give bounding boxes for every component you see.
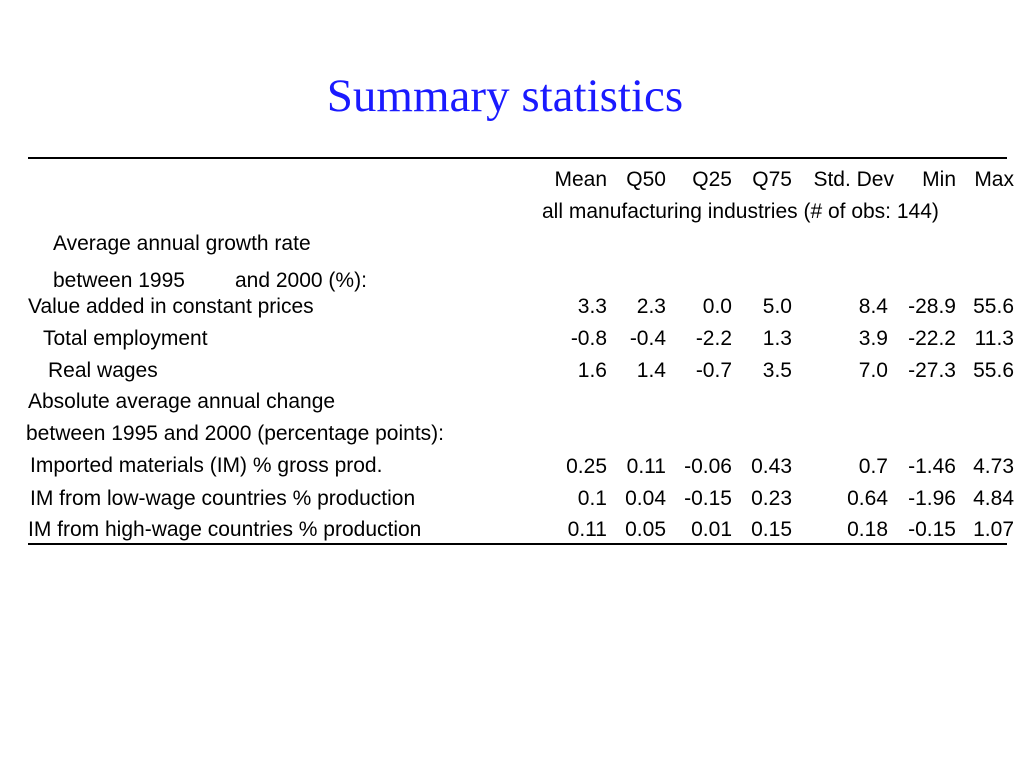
table-cell: 0.01 <box>691 518 732 541</box>
table-cell: -0.4 <box>629 327 666 350</box>
table-cell: 55.6 <box>973 359 1014 382</box>
table-bottom-rule <box>28 543 1007 545</box>
table-cell: 0.11 <box>567 518 607 541</box>
section-heading-years-start: between 1995 <box>53 269 185 292</box>
table-cell: -1.96 <box>908 487 956 510</box>
table-cell: -28.9 <box>908 295 956 318</box>
column-header-std-dev: Std. Dev <box>813 168 894 191</box>
table-cell: 0.64 <box>847 487 888 510</box>
table-cell: -0.15 <box>908 518 956 541</box>
table-cell: 55.6 <box>973 295 1014 318</box>
table-cell: 0.23 <box>751 487 792 510</box>
table-cell: 0.15 <box>751 518 792 541</box>
section-heading: Average annual growth rate <box>53 232 311 255</box>
column-header-q75: Q75 <box>752 168 792 191</box>
table-cell: 3.9 <box>858 327 888 350</box>
table-cell: 4.73 <box>973 455 1014 478</box>
row-label-value-added: Value added in constant prices <box>28 295 314 318</box>
section-heading: Absolute average annual change <box>28 390 336 413</box>
table-cell: 7.0 <box>858 359 888 382</box>
row-label-imported-materials: Imported materials (IM) % gross prod. <box>30 454 383 477</box>
table-cell: 1.07 <box>973 518 1014 541</box>
row-label-total-employment: Total employment <box>43 327 208 350</box>
row-label-im-low-wage: IM from low-wage countries % production <box>30 487 416 510</box>
table-cell: -2.2 <box>695 327 732 350</box>
table-cell: 11.3 <box>974 327 1014 350</box>
table-cell: 0.25 <box>566 455 607 478</box>
table-cell: 8.4 <box>858 295 888 318</box>
table-cell: 1.6 <box>577 359 607 382</box>
table-cell: -1.46 <box>908 455 956 478</box>
column-header-max: Max <box>974 168 1014 191</box>
table-cell: 0.18 <box>847 518 888 541</box>
table-cell: 2.3 <box>636 295 666 318</box>
page-title: Summary statistics <box>326 70 684 122</box>
column-header-mean: Mean <box>554 168 607 191</box>
table-cell: 0.7 <box>858 455 888 478</box>
table-cell: -0.06 <box>684 455 732 478</box>
section-heading-period: between 1995 and 2000 (percentage points… <box>26 422 444 445</box>
table-cell: -22.2 <box>908 327 956 350</box>
table-cell: 5.0 <box>762 295 792 318</box>
table-subheader: all manufacturing industries (# of obs: … <box>542 200 939 223</box>
column-header-min: Min <box>922 168 956 191</box>
table-top-rule <box>28 157 1007 159</box>
table-cell: -0.15 <box>684 487 732 510</box>
column-header-q25: Q25 <box>692 168 732 191</box>
table-cell: 4.84 <box>973 487 1014 510</box>
table-cell: -27.3 <box>908 359 956 382</box>
column-header-q50: Q50 <box>626 168 666 191</box>
table-cell: -0.8 <box>570 327 607 350</box>
table-cell: 0.43 <box>751 455 792 478</box>
table-cell: 1.4 <box>636 359 666 382</box>
table-cell: 1.3 <box>762 327 792 350</box>
table-cell: 0.11 <box>626 455 666 478</box>
table-cell: 0.0 <box>702 295 732 318</box>
table-cell: -0.7 <box>695 359 732 382</box>
table-cell: 0.05 <box>625 518 666 541</box>
table-cell: 0.04 <box>625 487 666 510</box>
section-heading-years-end: and 2000 (%): <box>235 269 367 292</box>
row-label-im-high-wage: IM from high-wage countries % production <box>28 518 422 541</box>
table-cell: 3.5 <box>762 359 792 382</box>
row-label-real-wages: Real wages <box>48 359 158 382</box>
table-cell: 3.3 <box>577 295 607 318</box>
table-cell: 0.1 <box>577 487 607 510</box>
